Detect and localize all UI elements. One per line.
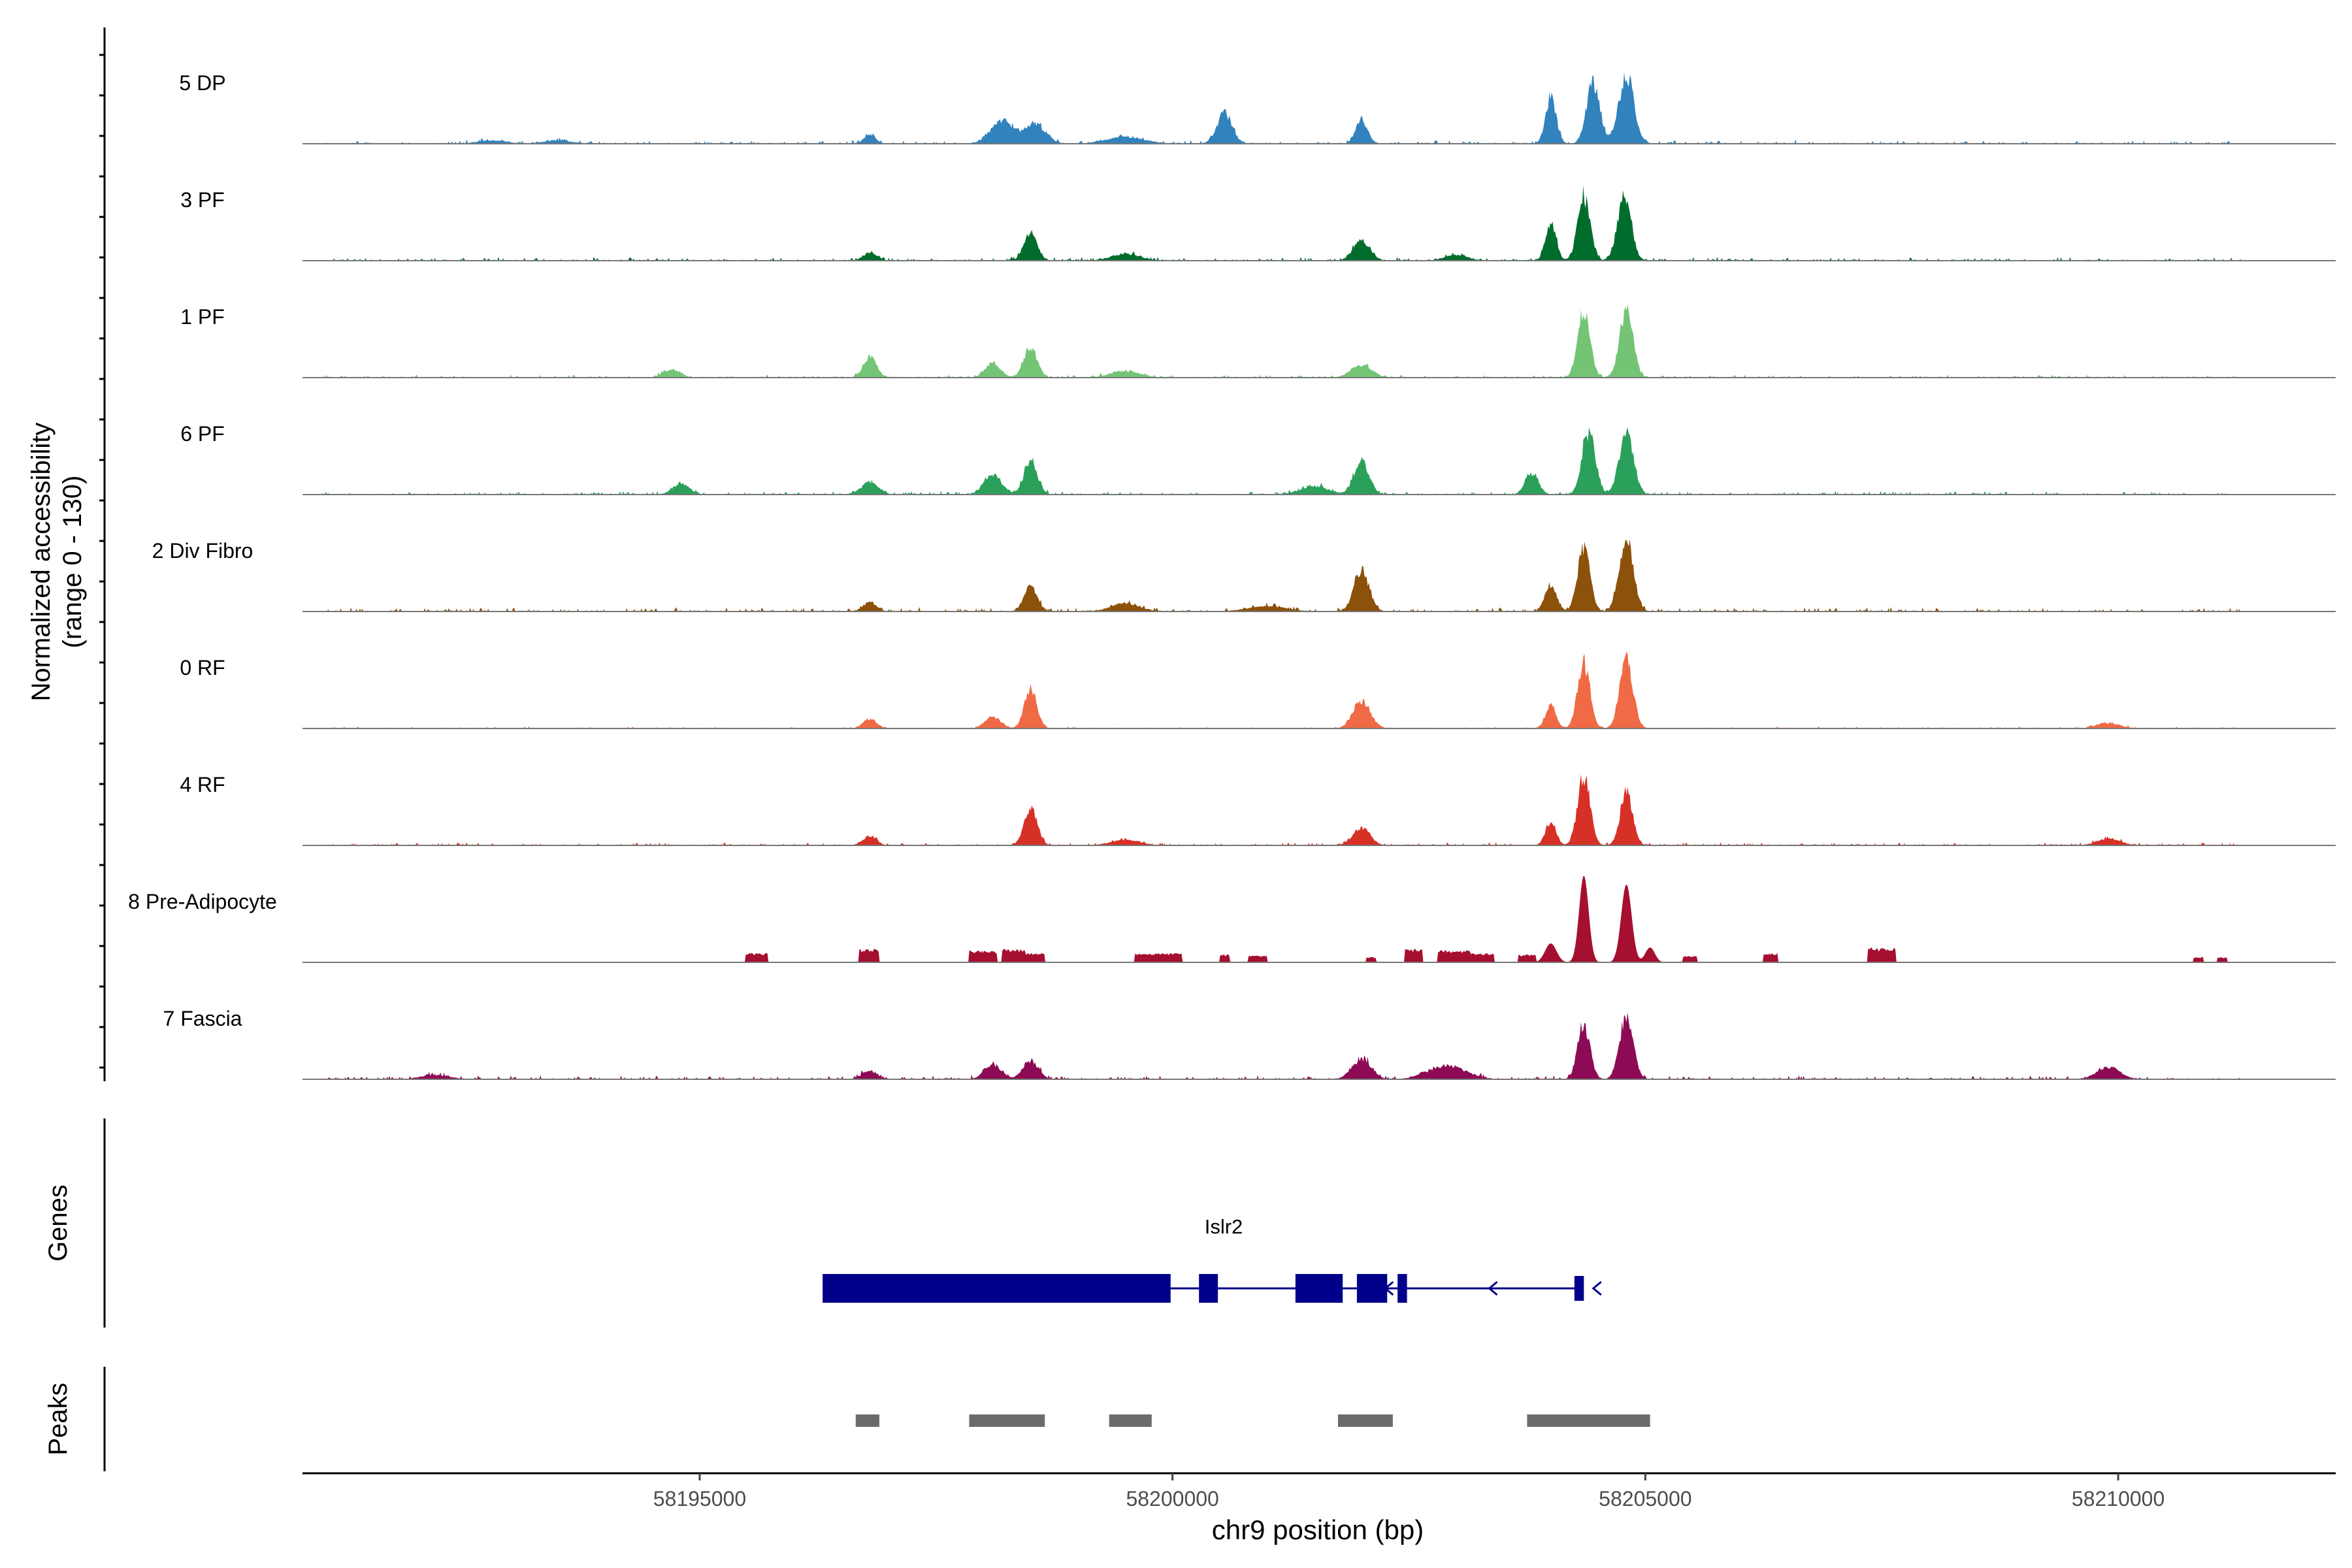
track-0-rf: 0 RF xyxy=(180,652,2336,728)
gene-exon xyxy=(1199,1274,1218,1303)
x-tick-label: 58200000 xyxy=(1126,1487,1218,1511)
track-6-pf: 6 PF xyxy=(180,422,2336,495)
track-2-div-fibro: 2 Div Fibro xyxy=(152,539,2336,612)
track-5-dp: 5 DP xyxy=(179,71,2336,144)
coverage-area xyxy=(321,876,2241,962)
coverage-area xyxy=(321,652,2241,728)
peaks-panel-label: Peaks xyxy=(44,1382,73,1455)
x-tick-label: 58205000 xyxy=(1599,1487,1691,1511)
track-label: 7 Fascia xyxy=(163,1007,242,1030)
gene-exon xyxy=(1575,1276,1584,1301)
track-label: 8 Pre-Adipocyte xyxy=(128,890,277,913)
coverage-area xyxy=(321,774,2241,845)
peak-region xyxy=(1338,1414,1393,1427)
track-label: 5 DP xyxy=(179,71,225,95)
track-3-pf: 3 PF xyxy=(180,186,2336,261)
x-tick-label: 58195000 xyxy=(653,1487,746,1511)
gene-exon xyxy=(1296,1274,1343,1303)
gene-exon xyxy=(1357,1274,1387,1303)
peak-region xyxy=(969,1414,1045,1427)
y-axis-label-line1: Normalized accessibility xyxy=(27,423,56,702)
x-axis-label: chr9 position (bp) xyxy=(1212,1514,1424,1545)
coverage-area xyxy=(321,304,2241,378)
track-label: 4 RF xyxy=(180,773,225,796)
coverage-area xyxy=(321,186,2241,261)
track-label: 1 PF xyxy=(180,305,225,329)
coverage-area xyxy=(321,1013,2241,1079)
track-8-pre-adipocyte: 8 Pre-Adipocyte xyxy=(128,876,2336,962)
coverage-area xyxy=(321,427,2241,495)
chart-canvas: 5 DP 3 PF 1 PF 6 PF 2 Div Fibro 0 RF 4 RF 8 Pre… xyxy=(0,0,2352,1568)
gene-track xyxy=(823,1274,1601,1303)
track-label: 6 PF xyxy=(180,422,225,446)
x-tick-label: 58210000 xyxy=(2072,1487,2164,1511)
coverage-area xyxy=(321,540,2241,612)
peak-regions xyxy=(856,1414,1650,1427)
track-1-pf: 1 PF xyxy=(180,304,2336,378)
y-axis-label-line2: (range 0 - 130) xyxy=(58,476,87,649)
gene-label-islr2: Islr2 xyxy=(1205,1215,1243,1238)
peak-region xyxy=(1109,1414,1152,1427)
coverage-area xyxy=(321,73,2241,144)
x-axis-ticks: 58195000 58200000 58205000 58210000 xyxy=(653,1473,2165,1511)
gene-exon xyxy=(1397,1274,1407,1303)
genes-panel-label: Genes xyxy=(44,1184,73,1262)
track-7-fascia: 7 Fascia xyxy=(163,1007,2336,1079)
track-label: 2 Div Fibro xyxy=(152,539,253,563)
gene-exon xyxy=(823,1274,1171,1303)
peak-region xyxy=(856,1414,879,1427)
coverage-tracks: 5 DP 3 PF 1 PF 6 PF 2 Div Fibro 0 RF 4 RF 8 Pre… xyxy=(128,71,2336,1079)
track-label: 0 RF xyxy=(180,656,225,679)
peak-region xyxy=(1527,1414,1650,1427)
track-label: 3 PF xyxy=(180,188,225,212)
strand-arrow xyxy=(1593,1282,1601,1295)
track-4-rf: 4 RF xyxy=(180,773,2336,845)
